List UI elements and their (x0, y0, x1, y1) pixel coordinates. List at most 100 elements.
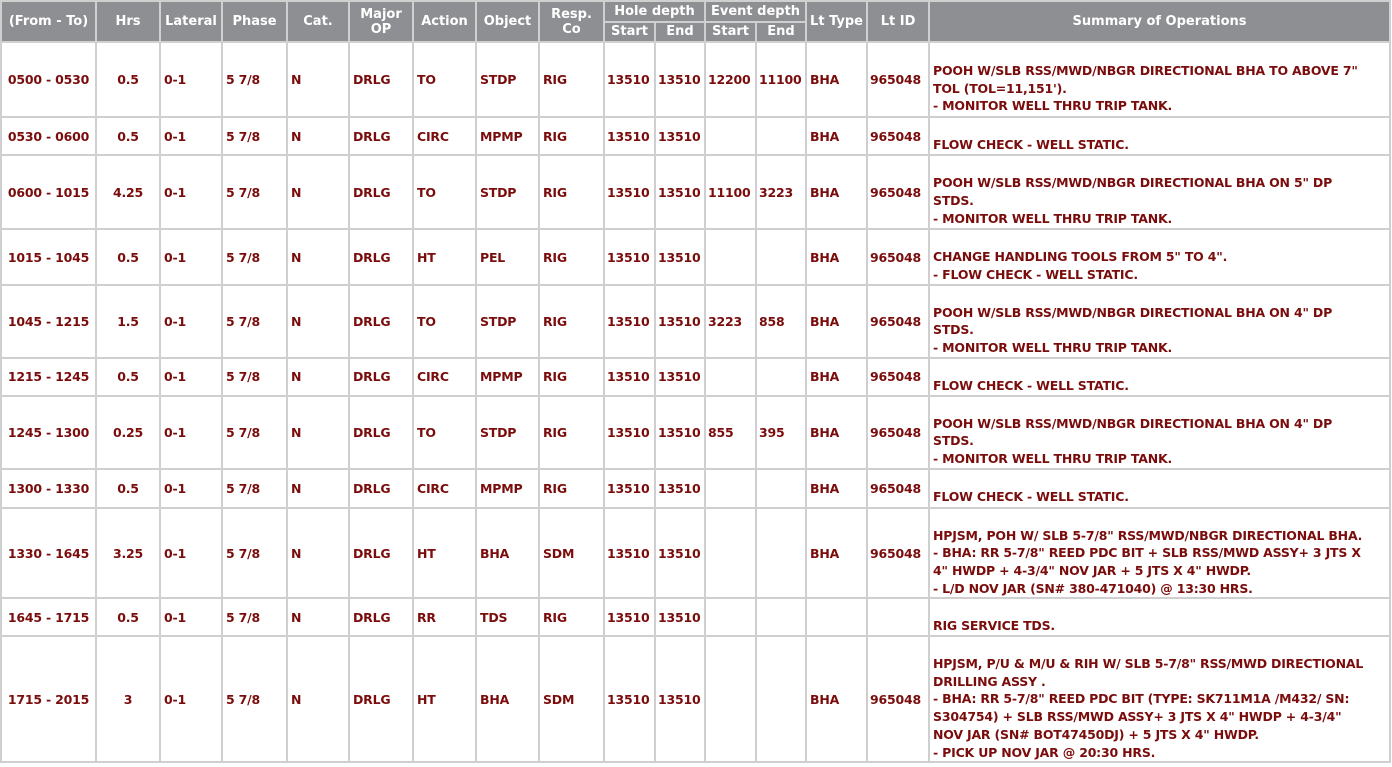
table-row: 1300 - 1330 0.5 0-1 5 7/8 N DRLG CIRC MPMP RIG 13… (0, 467, 1392, 509)
table-row: 0600 - 1015 4.25 0-1 5 7/8 N DRLG TO STDP RIG 135… (0, 154, 1392, 230)
cell-event-end (755, 356, 808, 397)
cell-object: STDP (475, 284, 540, 359)
header-hole-end: End (653, 20, 707, 43)
cell-action: RR (412, 597, 477, 638)
table-row: 1715 - 2015 3 0-1 5 7/8 N DRLG HT BHA SDM 13510 13… (0, 635, 1392, 764)
cell-object: BHA (475, 635, 540, 764)
cell-phase: 5 7/8 (221, 597, 288, 638)
cell-event-start (704, 597, 758, 638)
cell-phase: 5 7/8 (221, 506, 288, 600)
cell-hrs: 0.5 (95, 41, 161, 118)
cell-time: 1245 - 1300 (0, 394, 97, 470)
cell-lateral: 0-1 (159, 635, 223, 764)
cell-cat: N (286, 116, 350, 156)
cell-phase: 5 7/8 (221, 154, 288, 230)
cell-action: TO (412, 154, 477, 230)
cell-action: TO (412, 41, 477, 118)
cell-event-end (755, 597, 808, 638)
header-hrs: Hrs (95, 0, 161, 43)
cell-phase: 5 7/8 (221, 116, 288, 156)
cell-action: HT (412, 228, 477, 286)
cell-action: TO (412, 394, 477, 470)
table-row: 1045 - 1215 1.5 0-1 5 7/8 N DRLG TO STDP RIG 1351… (0, 284, 1392, 359)
header-event-end: End (755, 20, 808, 43)
cell-object: MPMP (475, 356, 540, 397)
cell-hole-start: 13510 (603, 41, 656, 118)
cell-summary: CHANGE HANDLING TOOLS FROM 5" TO 4". - F… (928, 228, 1392, 286)
cell-hrs: 0.25 (95, 394, 161, 470)
cell-lateral: 0-1 (159, 154, 223, 230)
cell-major-op: DRLG (348, 116, 414, 156)
cell-hole-start: 13510 (603, 154, 656, 230)
cell-cat: N (286, 41, 350, 118)
cell-cat: N (286, 597, 350, 638)
cell-cat: N (286, 356, 350, 397)
cell-lt-id: 965048 (866, 116, 931, 156)
cell-event-end: 858 (755, 284, 808, 359)
cell-event-end: 395 (755, 394, 808, 470)
cell-lt-type: BHA (805, 284, 869, 359)
cell-major-op: DRLG (348, 356, 414, 397)
header-hole-depth: Hole depth (602, 0, 707, 23)
header-action: Action (412, 0, 477, 43)
table-row: 0500 - 0530 0.5 0-1 5 7/8 N DRLG TO STDP RIG 1351… (0, 41, 1392, 118)
cell-action: CIRC (412, 116, 477, 156)
cell-lateral: 0-1 (159, 597, 223, 638)
cell-event-end (755, 228, 808, 286)
cell-lt-id: 965048 (866, 154, 931, 230)
cell-cat: N (286, 154, 350, 230)
cell-event-start (704, 116, 758, 156)
cell-object: MPMP (475, 467, 540, 509)
cell-major-op: DRLG (348, 394, 414, 470)
cell-hole-end: 13510 (653, 394, 707, 470)
cell-hrs: 0.5 (95, 116, 161, 156)
cell-lateral: 0-1 (159, 506, 223, 600)
cell-action: HT (412, 635, 477, 764)
cell-major-op: DRLG (348, 506, 414, 600)
cell-lateral: 0-1 (159, 116, 223, 156)
header-lateral: Lateral (159, 0, 223, 43)
cell-hrs: 0.5 (95, 356, 161, 397)
table-row: 1330 - 1645 3.25 0-1 5 7/8 N DRLG HT BHA SDM 1351… (0, 506, 1392, 600)
cell-summary: FLOW CHECK - WELL STATIC. (928, 356, 1392, 397)
cell-lt-type: BHA (805, 228, 869, 286)
cell-event-start (704, 467, 758, 509)
cell-event-end (755, 506, 808, 600)
cell-hrs: 1.5 (95, 284, 161, 359)
cell-hole-end: 13510 (653, 597, 707, 638)
cell-event-start: 12200 (704, 41, 758, 118)
cell-hole-start: 13510 (603, 228, 656, 286)
header-lt-type: Lt Type (805, 0, 869, 43)
header-cat: Cat. (286, 0, 350, 43)
cell-lt-id: 965048 (866, 356, 931, 397)
cell-resp-co: RIG (538, 467, 605, 509)
cell-time: 1330 - 1645 (0, 506, 97, 600)
cell-time: 1045 - 1215 (0, 284, 97, 359)
cell-event-start (704, 506, 758, 600)
cell-hrs: 4.25 (95, 154, 161, 230)
cell-hole-end: 13510 (653, 506, 707, 600)
cell-lt-type (805, 597, 869, 638)
header-lt-id: Lt ID (866, 0, 931, 43)
cell-hrs: 0.5 (95, 467, 161, 509)
cell-time: 1300 - 1330 (0, 467, 97, 509)
header-hole-start: Start (603, 20, 656, 43)
cell-summary: RIG SERVICE TDS. (928, 597, 1392, 638)
header-event-depth: Event depth (704, 0, 808, 23)
cell-summary: POOH W/SLB RSS/MWD/NBGR DIRECTIONAL BHA … (928, 394, 1392, 470)
cell-event-end: 3223 (755, 154, 808, 230)
cell-object: STDP (475, 394, 540, 470)
cell-hole-start: 13510 (603, 116, 656, 156)
cell-hole-end: 13510 (653, 154, 707, 230)
cell-hole-start: 13510 (603, 506, 656, 600)
cell-time: 1015 - 1045 (0, 228, 97, 286)
cell-hrs: 0.5 (95, 597, 161, 638)
table-row: 1015 - 1045 0.5 0-1 5 7/8 N DRLG HT PEL RIG 13510… (0, 228, 1392, 286)
cell-event-start: 3223 (704, 284, 758, 359)
cell-event-end: 11100 (755, 41, 808, 118)
cell-major-op: DRLG (348, 41, 414, 118)
cell-major-op: DRLG (348, 467, 414, 509)
cell-hole-end: 13510 (653, 116, 707, 156)
table-row: 1245 - 1300 0.25 0-1 5 7/8 N DRLG TO STDP RIG 135… (0, 394, 1392, 470)
